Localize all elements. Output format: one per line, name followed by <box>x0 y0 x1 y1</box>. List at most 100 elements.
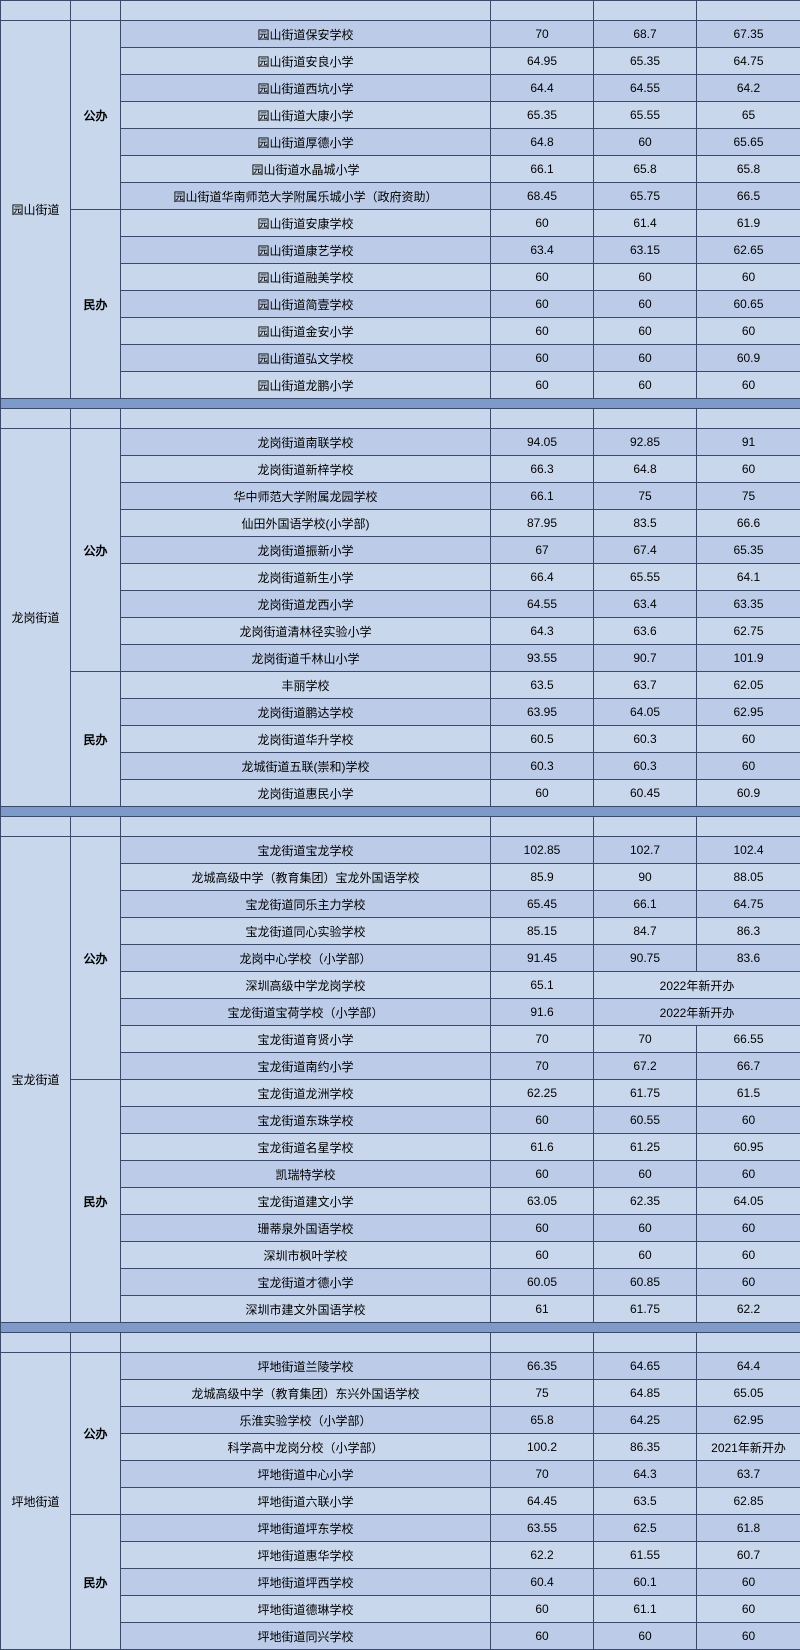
school-name: 科学高中龙岗分校（小学部） <box>121 1434 491 1461</box>
score-c2: 60.3 <box>594 753 697 780</box>
school-name: 园山街道安康学校 <box>121 210 491 237</box>
score-c2: 60 <box>594 291 697 318</box>
score-c2: 60 <box>594 345 697 372</box>
school-name: 龙岗街道振新小学 <box>121 537 491 564</box>
score-c2: 67.4 <box>594 537 697 564</box>
score-c2: 60 <box>594 372 697 399</box>
score-c1: 85.9 <box>491 864 594 891</box>
school-type: 民办 <box>71 672 121 807</box>
score-c3: 60 <box>697 1269 800 1296</box>
score-c3: 66.5 <box>697 183 800 210</box>
score-c3: 64.75 <box>697 891 800 918</box>
spacer-cell <box>697 409 800 429</box>
score-c1: 60 <box>491 264 594 291</box>
score-c3: 64.05 <box>697 1188 800 1215</box>
school-type: 公办 <box>71 21 121 210</box>
score-c2: 67.2 <box>594 1053 697 1080</box>
school-name: 凯瑞特学校 <box>121 1161 491 1188</box>
score-c2: 64.55 <box>594 75 697 102</box>
score-c1: 64.3 <box>491 618 594 645</box>
school-name: 华中师范大学附属龙园学校 <box>121 483 491 510</box>
score-c2: 60.55 <box>594 1107 697 1134</box>
score-c2: 61.75 <box>594 1296 697 1323</box>
score-c2: 84.7 <box>594 918 697 945</box>
score-c3: 62.95 <box>697 1407 800 1434</box>
header-cell <box>491 1 594 21</box>
school-name: 深圳市枫叶学校 <box>121 1242 491 1269</box>
score-c2: 66.1 <box>594 891 697 918</box>
score-c1: 65.8 <box>491 1407 594 1434</box>
header-cell <box>121 1 491 21</box>
score-c3: 62.05 <box>697 672 800 699</box>
score-c1: 60 <box>491 1596 594 1623</box>
school-name: 坪地街道惠华学校 <box>121 1542 491 1569</box>
score-c1: 91.6 <box>491 999 594 1026</box>
score-c1: 64.4 <box>491 75 594 102</box>
score-c3: 66.7 <box>697 1053 800 1080</box>
district-name: 宝龙街道 <box>1 837 71 1323</box>
school-name: 园山街道弘文学校 <box>121 345 491 372</box>
score-c2: 70 <box>594 1026 697 1053</box>
score-c1: 60.5 <box>491 726 594 753</box>
score-c1: 60 <box>491 1623 594 1650</box>
school-name: 园山街道水晶城小学 <box>121 156 491 183</box>
score-c3: 2021年新开办 <box>697 1434 800 1461</box>
school-name: 坪地街道坪西学校 <box>121 1569 491 1596</box>
score-c1: 60 <box>491 372 594 399</box>
score-c3: 65.8 <box>697 156 800 183</box>
score-c2: 60.45 <box>594 780 697 807</box>
score-c3: 61.9 <box>697 210 800 237</box>
score-c3: 65 <box>697 102 800 129</box>
school-name: 坪地街道坪东学校 <box>121 1515 491 1542</box>
school-name: 乐淮实验学校（小学部） <box>121 1407 491 1434</box>
spacer-cell <box>121 817 491 837</box>
school-name: 珊蒂泉外国语学校 <box>121 1215 491 1242</box>
school-name: 龙岗街道鹏达学校 <box>121 699 491 726</box>
score-c3: 60.9 <box>697 345 800 372</box>
score-c3: 66.6 <box>697 510 800 537</box>
spacer-cell <box>491 1333 594 1353</box>
score-c3: 60.65 <box>697 291 800 318</box>
score-c1: 60 <box>491 1161 594 1188</box>
score-c3: 61.8 <box>697 1515 800 1542</box>
school-name: 园山街道金安小学 <box>121 318 491 345</box>
score-c1: 64.8 <box>491 129 594 156</box>
school-name: 龙城高级中学（教育集团）宝龙外国语学校 <box>121 864 491 891</box>
score-c1: 60.4 <box>491 1569 594 1596</box>
school-name: 坪地街道兰陵学校 <box>121 1353 491 1380</box>
school-name: 园山街道融美学校 <box>121 264 491 291</box>
spacer-cell <box>594 1333 697 1353</box>
score-c2: 65.35 <box>594 48 697 75</box>
score-c1: 65.45 <box>491 891 594 918</box>
district-divider <box>1 1323 800 1333</box>
header-cell <box>697 1 800 21</box>
score-c3: 60 <box>697 318 800 345</box>
score-c3: 60 <box>697 1215 800 1242</box>
score-c1: 62.25 <box>491 1080 594 1107</box>
score-c3: 60 <box>697 1623 800 1650</box>
score-c1: 60.3 <box>491 753 594 780</box>
header-cell <box>71 1 121 21</box>
school-name: 宝龙街道同乐主力学校 <box>121 891 491 918</box>
school-name: 园山街道西坑小学 <box>121 75 491 102</box>
school-name: 龙岗街道南联学校 <box>121 429 491 456</box>
score-c1: 64.55 <box>491 591 594 618</box>
score-c3: 62.2 <box>697 1296 800 1323</box>
school-name: 龙城高级中学（教育集团）东兴外国语学校 <box>121 1380 491 1407</box>
score-c1: 60 <box>491 318 594 345</box>
school-name: 园山街道康艺学校 <box>121 237 491 264</box>
score-c3: 63.7 <box>697 1461 800 1488</box>
school-name: 园山街道简壹学校 <box>121 291 491 318</box>
score-c2: 60 <box>594 264 697 291</box>
score-c2: 86.35 <box>594 1434 697 1461</box>
spacer-cell <box>121 409 491 429</box>
score-c1: 60.05 <box>491 1269 594 1296</box>
spacer-cell <box>697 817 800 837</box>
score-c1: 60 <box>491 210 594 237</box>
score-c2: 90.75 <box>594 945 697 972</box>
score-c1: 61.6 <box>491 1134 594 1161</box>
school-name: 宝龙街道建文小学 <box>121 1188 491 1215</box>
score-c3: 60 <box>697 753 800 780</box>
score-merged: 2022年新开办 <box>594 999 800 1026</box>
school-name: 宝龙街道南约小学 <box>121 1053 491 1080</box>
